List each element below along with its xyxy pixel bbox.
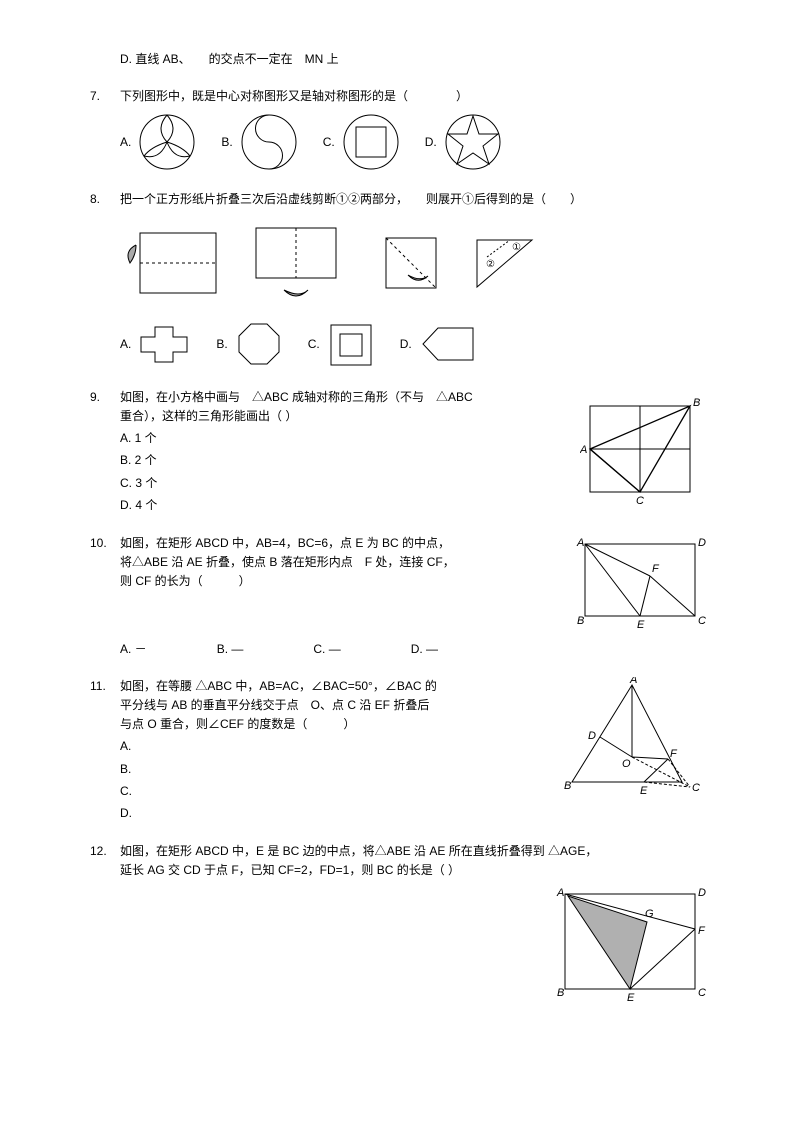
q7-optD: D. (425, 112, 503, 172)
svg-text:G: G (645, 908, 654, 920)
q10-figure: A D B C E F (570, 534, 710, 634)
q8-fold-sequence: ① ② (120, 220, 710, 310)
svg-text:B: B (577, 615, 584, 627)
svg-text:D: D (698, 887, 706, 899)
q10: A D B C E F 10. 如图，在矩形 ABCD 中，AB=4，BC=6，… (90, 534, 710, 659)
q11-optD: D. (120, 803, 710, 823)
q7-optB: B. (221, 112, 298, 172)
q10-optD: D. — (411, 640, 438, 659)
svg-text:E: E (637, 619, 645, 631)
q7-figB (239, 112, 299, 172)
q8-optD: D. (400, 322, 478, 367)
q10-optA: A. － (120, 640, 147, 659)
q10-optB: B. — (217, 640, 244, 659)
svg-text:E: E (640, 785, 648, 797)
q8-figD (418, 322, 478, 367)
q8: 8. 把一个正方形纸片折叠三次后沿虚线剪断①②两部分， 则展开①后得到的是（ ）… (90, 190, 710, 369)
svg-text:①: ① (512, 242, 521, 253)
q9-figure: B A C (580, 388, 710, 508)
q10-num: 10. (90, 534, 120, 553)
svg-text:C: C (698, 615, 706, 627)
q7-options: A. B. C. D. (120, 112, 710, 172)
q6-optD: D. 直线 AB、 的交点不一定在 MN 上 (120, 50, 710, 69)
q8-fold4: ① ② (472, 235, 542, 295)
q7-num: 7. (90, 87, 120, 106)
svg-text:A: A (580, 444, 587, 456)
q7-text: 下列图形中，既是中心对称图形又是轴对称图形的是（ ） (120, 87, 710, 106)
q12-num: 12. (90, 842, 120, 861)
q9-text: 如图，在小方格中画与 △ABC 成轴对称的三角形（不与 △ABC 重合），这样的… (120, 388, 570, 426)
svg-text:A: A (576, 537, 584, 549)
q8-optC: C. (308, 320, 376, 370)
svg-text:A: A (629, 677, 637, 686)
svg-text:F: F (670, 748, 678, 760)
svg-text:D: D (698, 537, 706, 549)
svg-text:F: F (652, 563, 660, 575)
q12: 12. 如图，在矩形 ABCD 中，E 是 BC 边的中点，将△ABE 沿 AE… (90, 842, 710, 1004)
q8-figC (326, 320, 376, 370)
q12-text: 如图，在矩形 ABCD 中，E 是 BC 边的中点，将△ABE 沿 AE 所在直… (120, 842, 710, 880)
q8-optB: B. (216, 320, 283, 370)
q9-num: 9. (90, 388, 120, 407)
q8-figB (234, 320, 284, 370)
q8-options: A. B. C. D. (120, 320, 710, 370)
q7-figC (341, 112, 401, 172)
q11-figure: A B C D O F E (560, 677, 710, 802)
q6-residual: D. 直线 AB、 的交点不一定在 MN 上 (90, 50, 710, 69)
q8-figA (137, 322, 192, 367)
svg-text:F: F (698, 925, 706, 937)
q8-num: 8. (90, 190, 120, 209)
q10-optC: C. — (313, 640, 340, 659)
q10-options: A. － B. — C. — D. — (120, 640, 710, 659)
q11: A B C D O F E 11. 如图，在等腰 △ABC 中，AB=AC，∠B… (90, 677, 710, 824)
q8-fold3 (378, 230, 448, 300)
svg-text:C: C (636, 495, 644, 507)
q7-optA: A. (120, 112, 197, 172)
svg-text:A: A (556, 887, 564, 899)
svg-text:D: D (588, 730, 596, 742)
svg-text:C: C (692, 782, 700, 794)
svg-text:O: O (622, 758, 631, 770)
q10-text: 如图，在矩形 ABCD 中，AB=4，BC=6，点 E 为 BC 的中点， 将△… (120, 534, 560, 592)
svg-text:B: B (564, 780, 571, 792)
q8-text: 把一个正方形纸片折叠三次后沿虚线剪断①②两部分， 则展开①后得到的是（ ） (120, 190, 710, 209)
q9: B A C 9. 如图，在小方格中画与 △ABC 成轴对称的三角形（不与 △AB… (90, 388, 710, 516)
q8-fold1 (120, 225, 220, 305)
q7-figD (443, 112, 503, 172)
q7-figA (137, 112, 197, 172)
q12-figure: A D B C E F G (550, 884, 710, 1004)
q7: 7. 下列图形中，既是中心对称图形又是轴对称图形的是（ ） A. B. (90, 87, 710, 172)
q8-optA: A. (120, 322, 192, 367)
q11-text: 如图，在等腰 △ABC 中，AB=AC，∠BAC=50°，∠BAC 的 平分线与… (120, 677, 550, 735)
q11-num: 11. (90, 677, 120, 696)
svg-text:E: E (627, 992, 635, 1004)
svg-text:B: B (557, 987, 564, 999)
q8-fold2 (244, 220, 354, 310)
q7-optC: C. (323, 112, 401, 172)
svg-text:C: C (698, 987, 706, 999)
svg-text:②: ② (486, 259, 495, 270)
svg-text:B: B (693, 397, 700, 409)
